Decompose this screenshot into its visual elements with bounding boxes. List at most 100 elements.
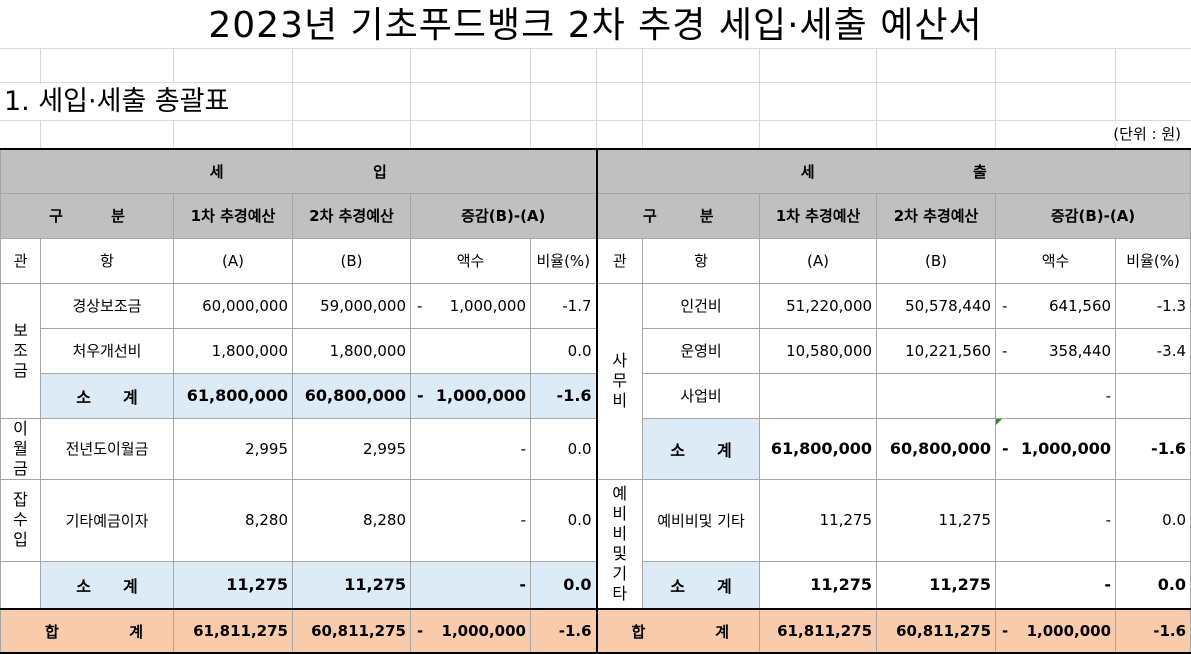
expense-gwan-header: 관 — [595, 237, 644, 284]
expense-hang-header: 항 — [642, 237, 761, 284]
income-hang: 처우개선비 — [40, 327, 174, 374]
income-hang: 기타예금이자 — [40, 478, 174, 562]
expense-diff-amount: - — [995, 372, 1117, 419]
income-subtotal-b: 60,800,000 — [292, 372, 411, 419]
expense-2nd-budget-header: 2차 추경예산 — [876, 192, 997, 239]
expense-diff-amount: - — [995, 478, 1117, 562]
expense-subtotal-label: 소 계 — [642, 417, 761, 480]
income-diff-ratio: 0.0 — [529, 478, 598, 562]
expense-a-value: 10,580,000 — [759, 327, 878, 374]
expense-subtotal-ratio: -1.6 — [1115, 417, 1191, 480]
expense-diff-header: 증감(B)-(A) — [995, 192, 1191, 239]
income-hang: 전년도이월금 — [40, 417, 174, 480]
income-1st-budget-header: 1차 추경예산 — [173, 192, 293, 239]
income-a-value: 8,280 — [173, 478, 293, 562]
expense-b-value: 11,275 — [876, 478, 997, 562]
expense-subtotal-a: 11,275 — [759, 560, 878, 610]
page-title: 2023년 기초푸드뱅크 2차 추경 세입·세출 예산서 — [0, 4, 1191, 48]
income-subtotal-ratio: 0.0 — [529, 560, 598, 610]
expense-subtotal-amount: -1,000,000 — [995, 417, 1117, 480]
income-diff-ratio: -1.7 — [529, 282, 598, 329]
income-b-value: 1,800,000 — [292, 327, 411, 374]
income-subtotal-label: 소 계 — [40, 372, 174, 419]
income-b-value: 59,000,000 — [292, 282, 411, 329]
income-total-ratio: -1.6 — [529, 608, 598, 654]
expense-hang: 사업비 — [642, 372, 761, 419]
expense-b-value — [876, 372, 997, 419]
expense-subtotal-label: 소 계 — [642, 560, 761, 610]
expense-a-value: 51,220,000 — [759, 282, 878, 329]
unit-label: (단위 : 원) — [1113, 124, 1181, 144]
expense-subtotal-a: 61,800,000 — [759, 417, 878, 480]
expense-diff-ratio: -1.3 — [1115, 282, 1191, 329]
section-title: 1. 세입·세출 총괄표 — [4, 84, 236, 120]
expense-total-a: 61,811,275 — [759, 608, 878, 654]
income-2nd-budget-header: 2차 추경예산 — [292, 192, 411, 239]
income-b-header: (B) — [292, 237, 411, 284]
expense-a-value: 11,275 — [759, 478, 878, 562]
income-diff-amount — [410, 327, 531, 374]
expense-hang: 운영비 — [642, 327, 761, 374]
expense-diff-ratio: 0.0 — [1115, 478, 1191, 562]
expense-amount-header: 액수 — [995, 237, 1117, 284]
expense-b-value: 10,221,560 — [876, 327, 997, 374]
income-subtotal-amount: - — [410, 560, 531, 610]
expense-hang: 인건비 — [642, 282, 761, 329]
income-a-value: 2,995 — [173, 417, 293, 480]
expense-subtotal-b: 11,275 — [876, 560, 997, 610]
income-subtotal-b: 11,275 — [292, 560, 411, 610]
income-hang-header: 항 — [40, 237, 174, 284]
income-b-value: 8,280 — [292, 478, 411, 562]
expense-b-header: (B) — [876, 237, 997, 284]
expense-subtotal-b: 60,800,000 — [876, 417, 997, 480]
income-diff-ratio: 0.0 — [529, 327, 598, 374]
income-diff-amount: - — [410, 478, 531, 562]
expense-diff-amount: -358,440 — [995, 327, 1117, 374]
comment-indicator-icon — [996, 419, 1003, 425]
income-amount-header: 액수 — [410, 237, 531, 284]
expense-total-b: 60,811,275 — [876, 608, 997, 654]
income-diff-amount: -1,000,000 — [410, 282, 531, 329]
income-total-b: 60,811,275 — [292, 608, 411, 654]
expense-1st-budget-header: 1차 추경예산 — [759, 192, 878, 239]
income-hang: 경상보조금 — [40, 282, 174, 329]
expense-total-ratio: -1.6 — [1115, 608, 1191, 654]
expense-diff-amount: -641,560 — [995, 282, 1117, 329]
income-ratio-header: 비율(%) — [529, 237, 598, 284]
expense-total-amount: -1,000,000 — [995, 608, 1117, 654]
income-diff-header: 증감(B)-(A) — [409, 192, 598, 239]
expense-diff-ratio: -3.4 — [1115, 327, 1191, 374]
income-a-header: (A) — [173, 237, 293, 284]
expense-ratio-header: 비율(%) — [1115, 237, 1191, 284]
income-a-value: 1,800,000 — [173, 327, 293, 374]
income-diff-amount: - — [410, 417, 531, 480]
income-subtotal-label: 소 계 — [40, 560, 174, 610]
income-subtotal-a: 61,800,000 — [173, 372, 293, 419]
income-a-value: 60,000,000 — [173, 282, 293, 329]
income-subtotal-ratio: -1.6 — [529, 372, 598, 419]
income-subtotal-amount: -1,000,000 — [410, 372, 531, 419]
income-subtotal-a: 11,275 — [173, 560, 293, 610]
income-group-empty — [0, 560, 41, 610]
expense-hang: 예비비및 기타 — [642, 478, 761, 562]
expense-b-value: 50,578,440 — [876, 282, 997, 329]
expense-subtotal-ratio: 0.0 — [1115, 560, 1191, 610]
income-total-a: 61,811,275 — [173, 608, 293, 654]
expense-diff-ratio — [1115, 372, 1191, 419]
income-gwan-header: 관 — [0, 237, 41, 284]
expense-a-value — [759, 372, 878, 419]
income-diff-ratio: 0.0 — [529, 417, 598, 480]
income-total-amount: -1,000,000 — [410, 608, 531, 654]
